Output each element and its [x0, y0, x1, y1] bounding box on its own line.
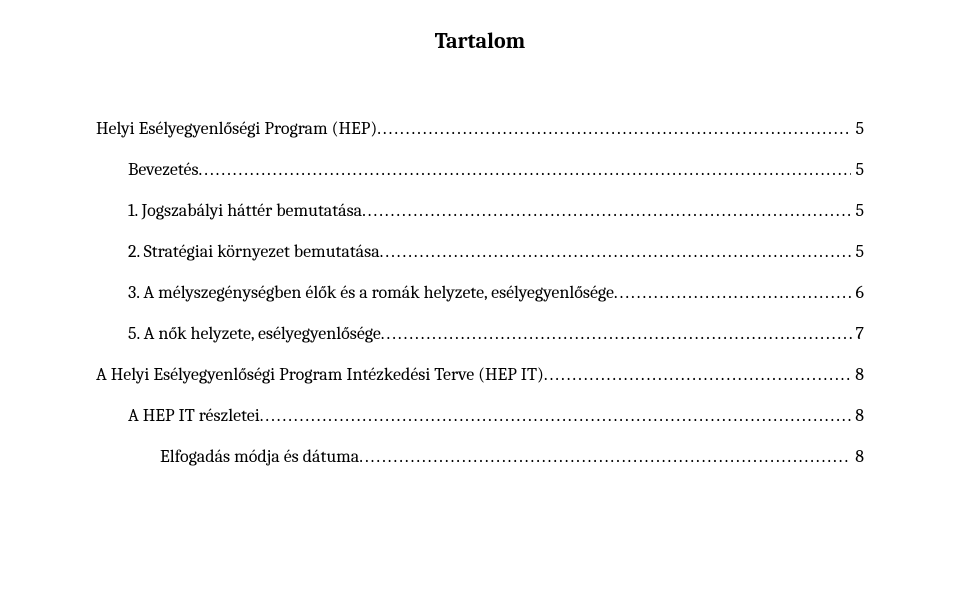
page-title: Tartalom — [96, 28, 864, 54]
toc-entry-page: 5 — [851, 118, 864, 139]
toc-entry-label: 2. Stratégiai környezet bemutatása — [128, 241, 380, 262]
toc-leader-dots — [199, 159, 852, 180]
toc-entry-label: A HEP IT részletei — [128, 405, 260, 426]
toc-leader-dots — [614, 282, 852, 303]
toc-entry-page: 5 — [851, 241, 864, 262]
toc-leader-dots — [381, 323, 852, 344]
toc-entry: 5. A nők helyzete, esélyegyenlősége 7 — [96, 323, 864, 344]
toc-entry-page: 5 — [851, 200, 864, 221]
toc-entry: 2. Stratégiai környezet bemutatása 5 — [96, 241, 864, 262]
toc-entry: Elfogadás módja és dátuma 8 — [96, 446, 864, 467]
toc-entry-page: 8 — [851, 364, 864, 385]
toc-leader-dots — [260, 405, 852, 426]
toc-entry-page: 6 — [852, 282, 864, 303]
toc-entry-page: 5 — [851, 159, 864, 180]
toc-leader-dots — [359, 446, 851, 467]
document-page: Tartalom Helyi Esélyegyenlőségi Program … — [0, 0, 960, 616]
toc-entry-label: A Helyi Esélyegyenlőségi Program Intézke… — [96, 364, 544, 385]
toc-leader-dots — [377, 118, 851, 139]
toc-entry-page: 8 — [851, 446, 864, 467]
toc-leader-dots — [362, 200, 851, 221]
toc-entry: A HEP IT részletei 8 — [96, 405, 864, 426]
toc-entry-page: 8 — [851, 405, 864, 426]
toc-entry-label: 1. Jogszabályi háttér bemutatása — [128, 200, 362, 221]
toc-entry: A Helyi Esélyegyenlőségi Program Intézke… — [96, 364, 864, 385]
toc-entry-label: Helyi Esélyegyenlőségi Program (HEP) — [96, 118, 377, 139]
toc-entry: 3. A mélyszegénységben élők és a romák h… — [96, 282, 864, 303]
toc-leader-dots — [380, 241, 852, 262]
toc-entry: Helyi Esélyegyenlőségi Program (HEP) 5 — [96, 118, 864, 139]
table-of-contents: Helyi Esélyegyenlőségi Program (HEP) 5Be… — [96, 118, 864, 467]
toc-entry: 1. Jogszabályi háttér bemutatása 5 — [96, 200, 864, 221]
toc-leader-dots — [544, 364, 851, 385]
toc-entry-label: Bevezetés — [128, 159, 199, 180]
toc-entry-label: 5. A nők helyzete, esélyegyenlősége — [128, 323, 381, 344]
toc-entry-label: Elfogadás módja és dátuma — [160, 446, 359, 467]
toc-entry-label: 3. A mélyszegénységben élők és a romák h… — [128, 282, 614, 303]
toc-entry-page: 7 — [852, 323, 864, 344]
toc-entry: Bevezetés 5 — [96, 159, 864, 180]
